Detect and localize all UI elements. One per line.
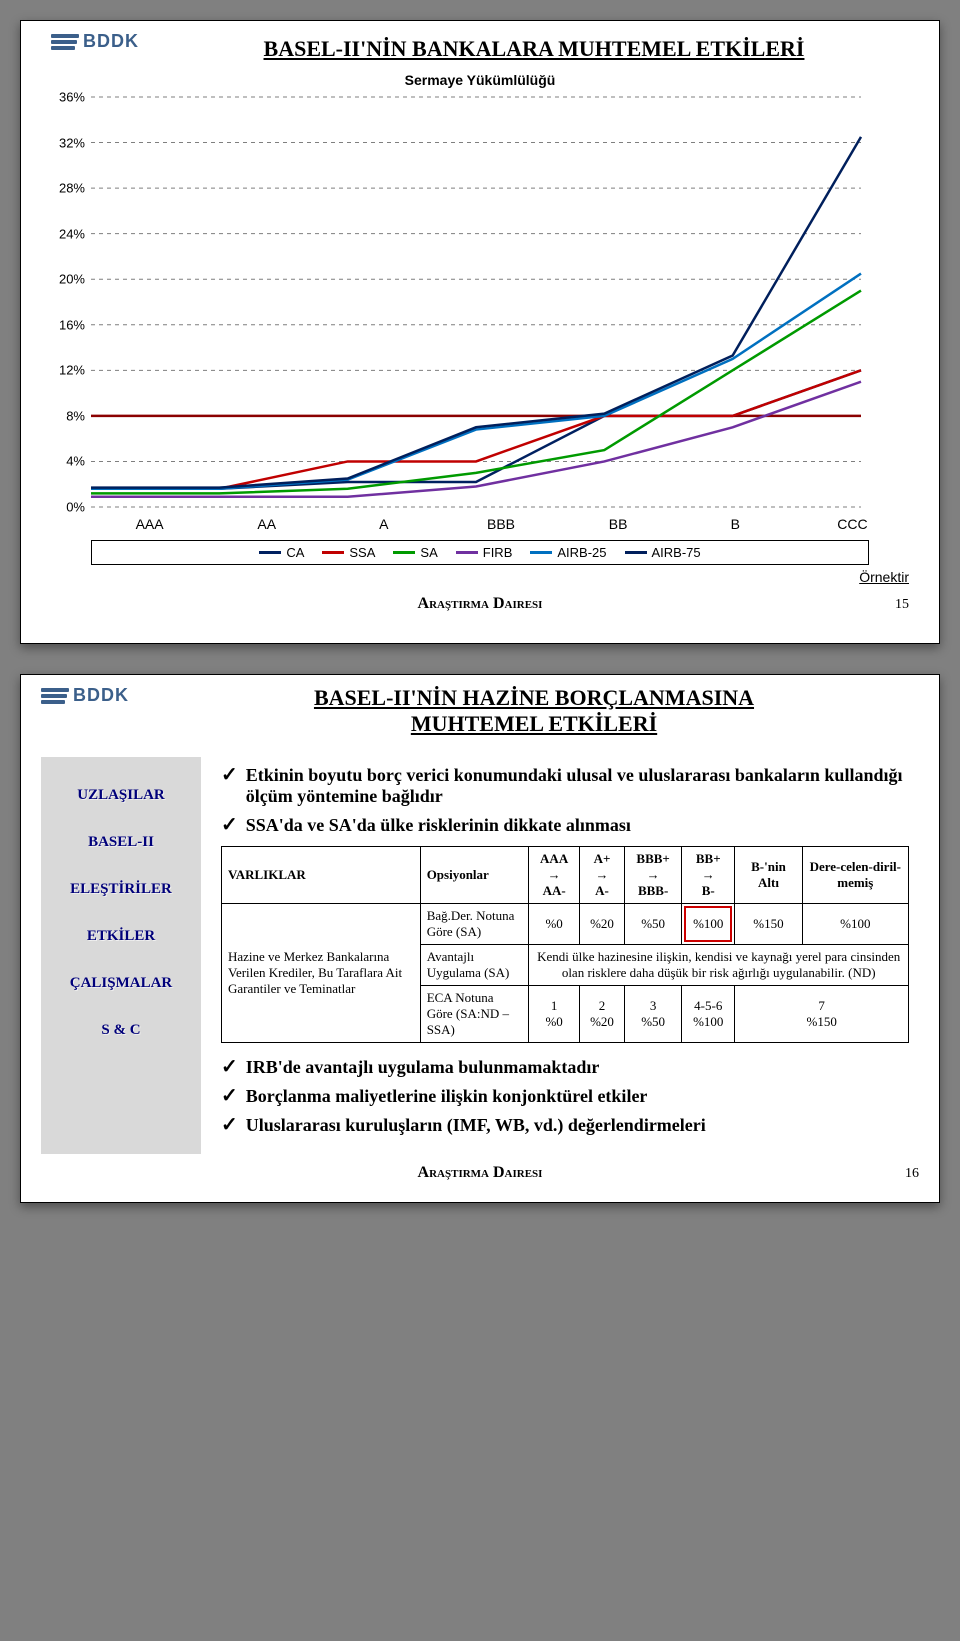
chart-container: Sermaye Yükümlülüğü 0% 4% 8% 12% 16% 20% 24% 28… — [51, 72, 909, 585]
footer-dept: Araştırma Dairesi — [71, 1164, 889, 1182]
y-tick-label: 20% — [51, 272, 85, 287]
table-cell: ECA Notuna Göre (SA:ND – SSA) — [420, 986, 529, 1043]
table-header: VARLIKLAR — [222, 847, 421, 904]
table-cell: 7%150 — [735, 986, 909, 1043]
table-cell: %100 — [682, 904, 735, 945]
x-tick-label: A — [325, 516, 442, 532]
slide1-header: BDDK BASEL-II'NİN BANKALARA MUHTEMEL ETK… — [51, 31, 909, 62]
main-content: ✓Etkinin boyutu borç verici konumundaki … — [201, 757, 919, 1154]
table-cell: Bağ.Der. Notuna Göre (SA) — [420, 904, 529, 945]
slide-2: BDDK BASEL-II'NİN HAZİNE BORÇLANMASINA M… — [20, 674, 940, 1203]
check-icon: ✓ — [221, 1115, 238, 1135]
legend-item: FIRB — [456, 545, 513, 560]
slide-1: BDDK BASEL-II'NİN BANKALARA MUHTEMEL ETK… — [20, 20, 940, 644]
table-header: B-'nin Altı — [735, 847, 802, 904]
bullet-item: ✓IRB'de avantajlı uygulama bulunmamaktad… — [221, 1057, 909, 1078]
legend-item: SA — [393, 545, 437, 560]
logo-text: BDDK — [73, 685, 129, 706]
table-cell: %100 — [802, 904, 908, 945]
y-tick-label: 28% — [51, 181, 85, 196]
table-cell: Kendi ülke hazinesine ilişkin, kendisi v… — [529, 945, 909, 986]
x-axis-labels: AAAAAABBBBBBCCC — [51, 516, 911, 532]
bullet-item: ✓Borçlanma maliyetlerine ilişkin konjonk… — [221, 1086, 909, 1107]
bddk-logo: BDDK — [51, 31, 139, 52]
logo-text: BDDK — [83, 31, 139, 52]
risk-weight-table: VARLIKLAROpsiyonlarAAA → AA-A+ → A-BBB+ … — [221, 846, 909, 1043]
slide1-title: BASEL-II'NİN BANKALARA MUHTEMEL ETKİLERİ — [159, 36, 909, 62]
sidebar-item[interactable]: ÇALIŞMALAR — [70, 975, 173, 992]
legend-item: SSA — [322, 545, 375, 560]
page-number: 15 — [879, 597, 909, 613]
check-icon: ✓ — [221, 815, 238, 835]
table-header: A+ → A- — [579, 847, 624, 904]
y-tick-label: 24% — [51, 226, 85, 241]
chart-subtitle: Sermaye Yükümlülüğü — [51, 72, 909, 88]
bullet-item: ✓Uluslararası kuruluşların (IMF, WB, vd.… — [221, 1115, 909, 1136]
table-cell: 1%0 — [529, 986, 580, 1043]
sidebar-item[interactable]: ELEŞTİRİLER — [70, 881, 172, 898]
table-header: BB+ → B- — [682, 847, 735, 904]
x-tick-label: AA — [208, 516, 325, 532]
sidebar-nav: UZLAŞILAR BASEL-II ELEŞTİRİLER ETKİLER ÇALIŞ… — [41, 757, 201, 1154]
slide2-footer: Araştırma Dairesi 16 — [41, 1164, 919, 1182]
sidebar-item[interactable]: S & C — [101, 1022, 140, 1039]
bullet-item: ✓Etkinin boyutu borç verici konumundaki … — [221, 765, 909, 807]
sidebar-item[interactable]: UZLAŞILAR — [77, 787, 165, 804]
legend-item: AIRB-25 — [530, 545, 606, 560]
table-cell: %50 — [625, 904, 682, 945]
table-cell: Avantajlı Uygulama (SA) — [420, 945, 529, 986]
table-cell: 3%50 — [625, 986, 682, 1043]
x-tick-label: B — [677, 516, 794, 532]
check-icon: ✓ — [221, 765, 238, 785]
legend-item: AIRB-75 — [625, 545, 701, 560]
y-tick-label: 4% — [51, 454, 85, 469]
x-tick-label: AAA — [91, 516, 208, 532]
table-cell: %150 — [735, 904, 802, 945]
table-row-label: Hazine ve Merkez Bankalarına Verilen Kre… — [222, 904, 421, 1043]
table-header: Opsiyonlar — [420, 847, 529, 904]
table-cell: %20 — [579, 904, 624, 945]
table-header: AAA → AA- — [529, 847, 580, 904]
y-tick-label: 16% — [51, 317, 85, 332]
legend-item: CA — [259, 545, 304, 560]
y-tick-label: 36% — [51, 90, 85, 105]
y-tick-label: 0% — [51, 500, 85, 515]
sidebar-item[interactable]: ETKİLER — [87, 928, 155, 945]
y-tick-label: 32% — [51, 135, 85, 150]
slide2-title-line1: BASEL-II'NİN HAZİNE BORÇLANMASINA — [149, 685, 919, 711]
slide1-footer: Araştırma Dairesi 15 — [51, 595, 909, 613]
line-chart — [51, 92, 871, 512]
bddk-logo: BDDK — [41, 685, 129, 706]
check-icon: ✓ — [221, 1086, 238, 1106]
y-tick-label: 12% — [51, 363, 85, 378]
check-icon: ✓ — [221, 1057, 238, 1077]
slide2-title-line2: MUHTEMEL ETKİLERİ — [149, 711, 919, 737]
x-tick-label: BBB — [442, 516, 559, 532]
chart-legend: CA SSA SA FIRB AIRB-25 AIRB-75 — [91, 540, 869, 565]
x-tick-label: CCC — [794, 516, 911, 532]
table-cell: 2%20 — [579, 986, 624, 1043]
ornektir-note: Örnektir — [51, 569, 909, 585]
page-number: 16 — [889, 1166, 919, 1182]
table-cell: %0 — [529, 904, 580, 945]
footer-dept: Araştırma Dairesi — [81, 595, 879, 613]
bullet-item: ✓SSA'da ve SA'da ülke risklerinin dikkat… — [221, 815, 909, 836]
sidebar-item[interactable]: BASEL-II — [88, 834, 154, 851]
table-header: BBB+ → BBB- — [625, 847, 682, 904]
y-tick-label: 8% — [51, 408, 85, 423]
table-header: Dere-celen-diril-memiş — [802, 847, 908, 904]
x-tick-label: BB — [560, 516, 677, 532]
table-cell: 4-5-6%100 — [682, 986, 735, 1043]
